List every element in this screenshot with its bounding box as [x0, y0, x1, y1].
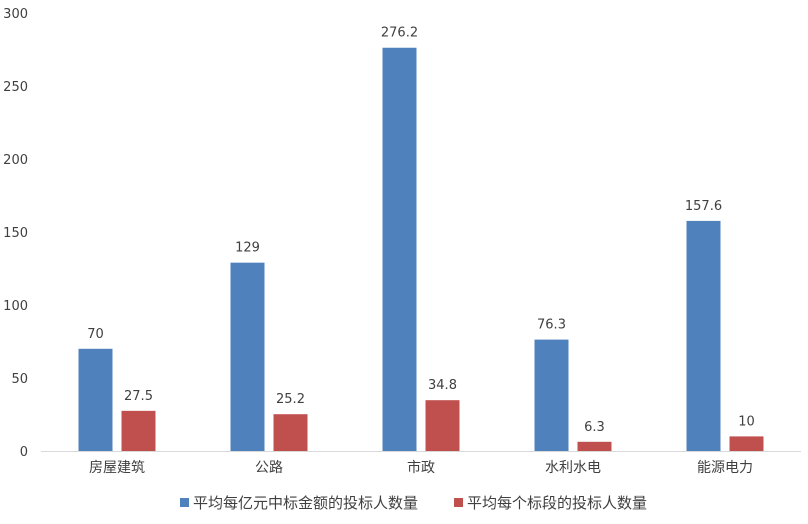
legend-swatch [180, 498, 189, 507]
y-tick-label: 50 [11, 372, 28, 387]
bar-per-100m-yuan [382, 47, 417, 452]
data-label: 34.8 [428, 378, 457, 393]
bar-per-100m-yuan [230, 262, 265, 451]
y-tick-label: 300 [3, 7, 28, 22]
legend-label: 平均每个标段的投标人数量 [467, 494, 647, 512]
bar-per-section [425, 400, 460, 451]
data-label: 129 [235, 241, 260, 256]
data-label: 10 [738, 414, 755, 429]
x-tick-label: 房屋建筑 [89, 460, 145, 476]
data-label: 276.2 [381, 26, 418, 41]
legend-swatch [454, 498, 464, 507]
y-tick-label: 0 [20, 445, 28, 460]
bar-per-100m-yuan [686, 220, 721, 451]
data-label: 25.2 [276, 392, 305, 407]
data-label: 6.3 [584, 420, 605, 435]
x-tick-label: 能源电力 [697, 460, 753, 476]
bar-per-section [273, 414, 308, 451]
bar-per-100m-yuan [78, 348, 113, 451]
bar-per-section [577, 441, 612, 451]
data-label: 157.6 [685, 199, 722, 214]
legend-label: 平均每亿元中标金额的投标人数量 [193, 494, 418, 512]
bar-per-section [729, 436, 764, 451]
x-tick-label: 公路 [255, 460, 283, 476]
bar-per-section [121, 410, 156, 451]
x-tick-label: 市政 [407, 459, 435, 476]
data-label: 27.5 [124, 389, 153, 404]
bar-per-100m-yuan [534, 339, 569, 451]
x-tick-label: 水利水电 [545, 460, 601, 476]
y-tick-label: 200 [3, 153, 28, 168]
y-tick-label: 250 [3, 80, 28, 95]
y-tick-label: 150 [3, 226, 28, 241]
data-label: 76.3 [537, 318, 566, 333]
data-label: 70 [87, 327, 104, 342]
y-tick-label: 100 [3, 299, 28, 314]
